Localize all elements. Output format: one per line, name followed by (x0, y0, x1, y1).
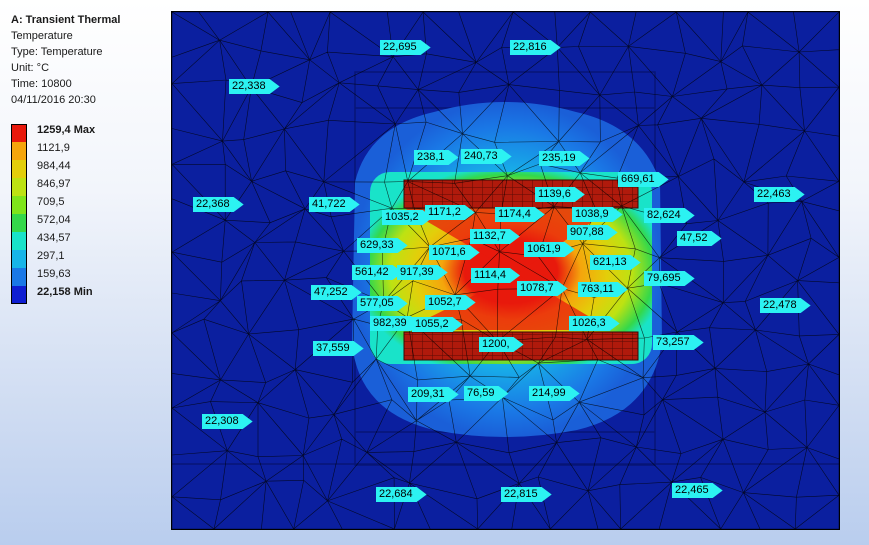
legend-label: 709,5 (37, 196, 65, 208)
upper-heater-block (403, 179, 639, 209)
probe-label[interactable]: 1071,6 (429, 245, 480, 260)
probe-label[interactable]: 629,33 (357, 238, 408, 253)
probe-label[interactable]: 577,05 (357, 296, 408, 311)
legend-swatch (11, 232, 27, 250)
legend-swatch (11, 286, 27, 304)
probe-label[interactable]: 907,88 (567, 225, 618, 240)
probe-label[interactable]: 22,465 (672, 483, 723, 498)
probe-label[interactable]: 22,695 (380, 40, 431, 55)
legend-label: 22,158 Min (37, 286, 93, 298)
probe-label[interactable]: 1061,9 (524, 242, 575, 257)
probe-label[interactable]: 22,815 (501, 487, 552, 502)
probe-label[interactable]: 917,39 (397, 265, 448, 280)
probe-label[interactable]: 669,61 (618, 172, 669, 187)
probe-label[interactable]: 1174,4 (495, 207, 545, 222)
probe-label[interactable]: 240,73 (461, 149, 512, 164)
probe-label[interactable]: 763,11 (578, 282, 628, 297)
probe-label[interactable]: 22,684 (376, 487, 427, 502)
legend-swatch (11, 178, 27, 196)
probe-label[interactable]: 1038,9 (572, 207, 623, 222)
probe-label[interactable]: 1171,2 (425, 205, 475, 220)
legend-label: 846,97 (37, 178, 71, 190)
probe-label[interactable]: 1132,7 (470, 229, 520, 244)
probe-label[interactable]: 1114,4 (471, 268, 520, 283)
legend-label: 159,63 (37, 268, 71, 280)
result-unit: Unit: °C (11, 62, 50, 74)
legend-swatch (11, 124, 27, 142)
probe-label[interactable]: 1026,3 (569, 316, 620, 331)
probe-label[interactable]: 214,99 (529, 386, 580, 401)
probe-label[interactable]: 22,816 (510, 40, 561, 55)
probe-label[interactable]: 621,13 (590, 255, 641, 270)
analysis-title: A: Transient Thermal (11, 14, 121, 26)
probe-label[interactable]: 209,31 (408, 387, 459, 402)
probe-label[interactable]: 73,257 (653, 335, 704, 350)
probe-label[interactable]: 22,308 (202, 414, 253, 429)
probe-label[interactable]: 47,252 (311, 285, 362, 300)
legend-swatch (11, 268, 27, 286)
graphics-viewport[interactable]: 22,695 22,816 22,338 238,1 240,73 235,19 669,6… (171, 11, 840, 530)
probe-label[interactable]: 561,42 (352, 265, 403, 280)
legend-label: 297,1 (37, 250, 65, 262)
legend-swatch (11, 142, 27, 160)
probe-label[interactable]: 238,1 (414, 150, 459, 165)
probe-label[interactable]: 37,559 (313, 341, 364, 356)
probe-label[interactable]: 1139,6 (535, 187, 585, 202)
result-info-panel: A: Transient Thermal Temperature Type: T… (11, 12, 120, 108)
probe-label[interactable]: 22,338 (229, 79, 280, 94)
probe-label[interactable]: 22,368 (193, 197, 244, 212)
result-date: 04/11/2016 20:30 (11, 94, 96, 106)
probe-label[interactable]: 82,624 (644, 208, 695, 223)
legend-swatch (11, 160, 27, 178)
probe-label[interactable]: 1052,7 (425, 295, 476, 310)
probe-label[interactable]: 79,695 (644, 271, 695, 286)
legend-label: 572,04 (37, 214, 71, 226)
probe-label[interactable]: 1035,2 (382, 210, 433, 225)
probe-label[interactable]: 235,19 (539, 151, 590, 166)
mesh-element-edges (172, 12, 839, 529)
legend-swatch (11, 214, 27, 232)
mesh-lines (172, 12, 839, 529)
probe-label[interactable]: 982,39 (370, 316, 421, 331)
legend-label: 1121,9 (37, 142, 70, 154)
result-type: Type: Temperature (11, 46, 103, 58)
legend-label: 1259,4 Max (37, 124, 96, 136)
probe-label[interactable]: 76,59 (464, 386, 509, 401)
result-name: Temperature (11, 30, 73, 42)
legend-swatch (11, 196, 27, 214)
probe-label[interactable]: 47,52 (677, 231, 722, 246)
probe-label[interactable]: 41,722 (309, 197, 360, 212)
legend-label: 984,44 (37, 160, 71, 172)
legend-swatch (11, 250, 27, 268)
probe-label[interactable]: 22,478 (760, 298, 811, 313)
probe-label[interactable]: 1078,7 (517, 281, 568, 296)
result-time: Time: 10800 (11, 78, 72, 90)
legend-label: 434,57 (37, 232, 71, 244)
probe-label[interactable]: 22,463 (754, 187, 805, 202)
probe-label[interactable]: 1055,2 (412, 317, 463, 332)
probe-label[interactable]: 1200, (479, 337, 524, 352)
